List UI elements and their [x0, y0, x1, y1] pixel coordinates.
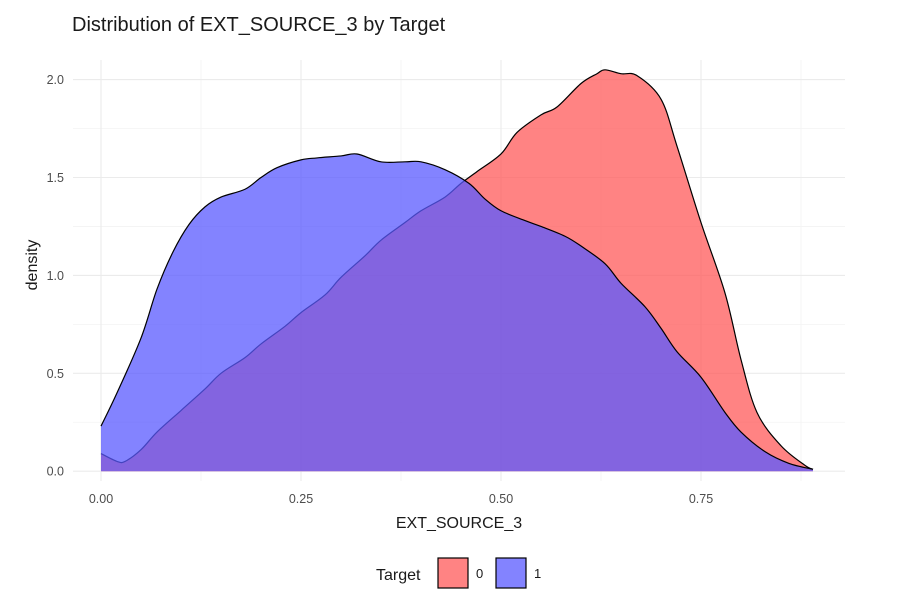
x-tick-label: 0.75	[689, 492, 713, 506]
legend-key-target-1	[495, 557, 527, 589]
x-tick-label: 0.50	[489, 492, 513, 506]
density-line-target-1	[100, 153, 814, 470]
y-tick-label: 0.0	[47, 465, 64, 479]
legend-key-target-0	[437, 557, 469, 589]
density-areas	[100, 69, 814, 472]
y-tick-label: 1.0	[47, 269, 64, 283]
legend-title: Target	[376, 567, 421, 584]
y-tick-label: 2.0	[47, 73, 64, 87]
y-axis-ticks: 0.0 0.5 1.0 1.5 2.0	[47, 73, 64, 479]
legend-label-target-0: 0	[476, 566, 483, 581]
plot-panel	[73, 60, 845, 481]
density-area-target-1	[101, 153, 813, 472]
y-tick-label: 0.5	[47, 367, 64, 381]
y-axis-title: density	[24, 240, 41, 291]
x-axis-title: EXT_SOURCE_3	[396, 515, 522, 532]
x-axis-ticks: 0.00 0.25 0.50 0.75	[89, 492, 713, 506]
legend-label-target-1: 1	[534, 566, 541, 581]
x-tick-label: 0.25	[289, 492, 313, 506]
y-tick-label: 1.5	[47, 171, 64, 185]
x-tick-label: 0.00	[89, 492, 113, 506]
chart-title: Distribution of EXT_SOURCE_3 by Target	[72, 14, 446, 36]
